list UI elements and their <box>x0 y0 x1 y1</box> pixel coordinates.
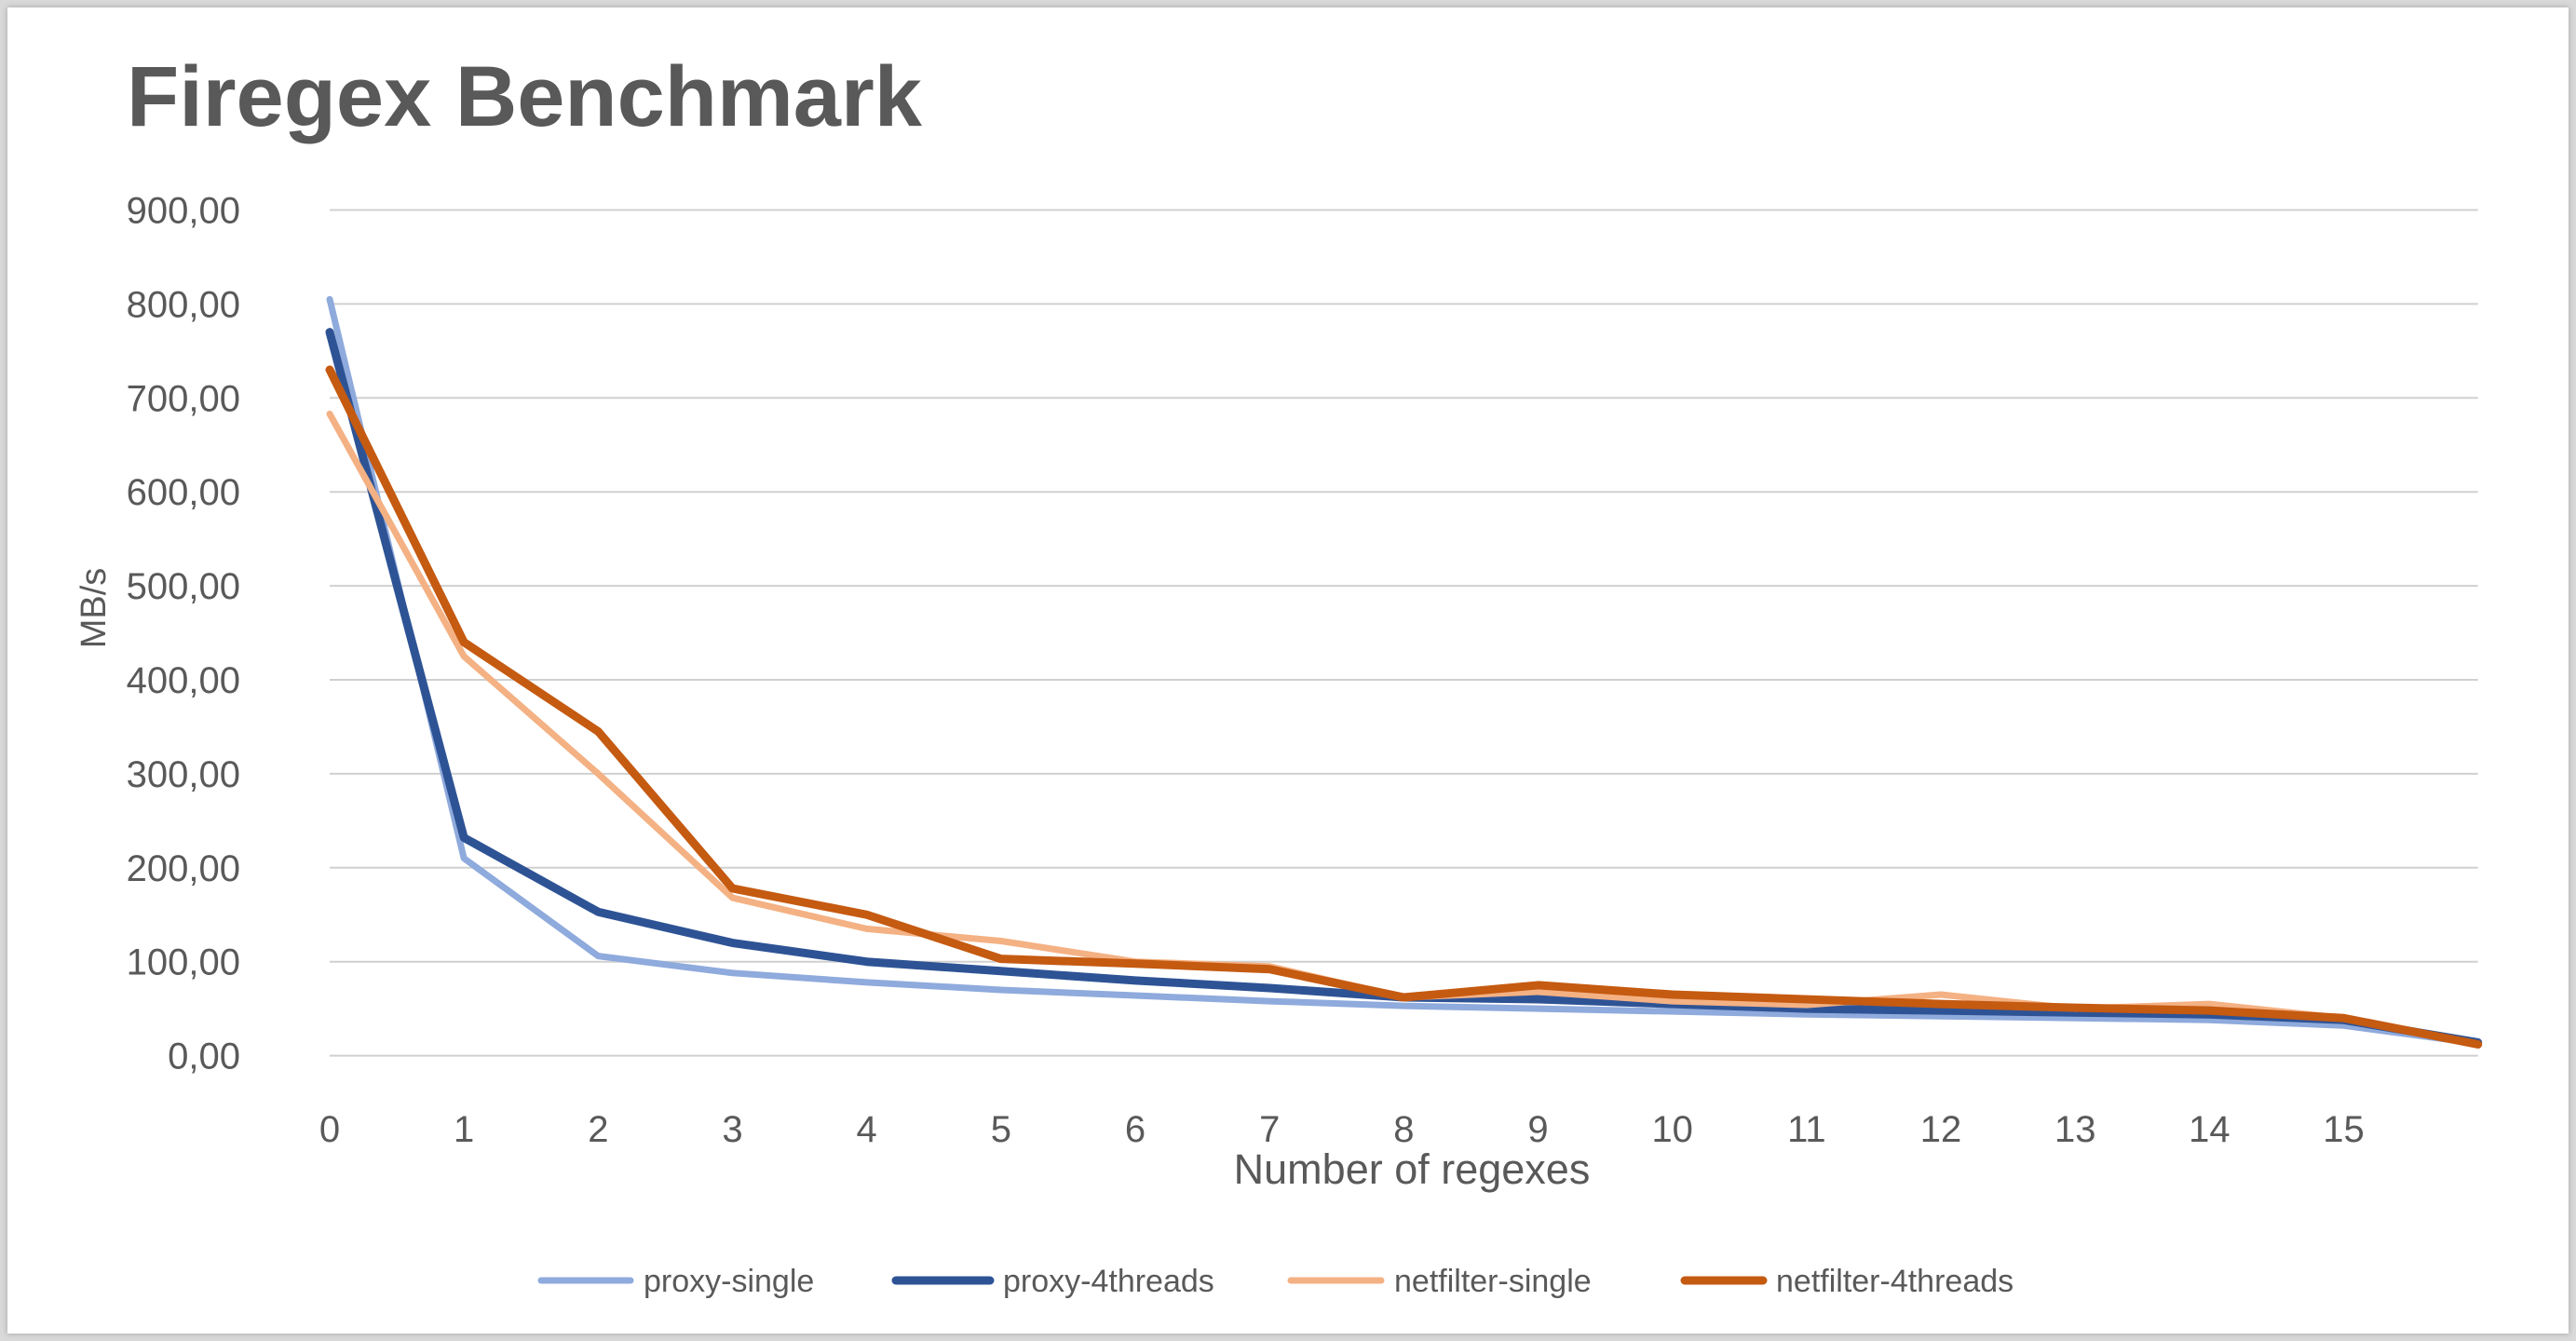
svg-text:300,00: 300,00 <box>127 754 240 795</box>
svg-text:2: 2 <box>588 1109 608 1150</box>
svg-text:5: 5 <box>991 1109 1011 1150</box>
svg-text:200,00: 200,00 <box>127 848 240 889</box>
svg-text:600,00: 600,00 <box>127 472 240 513</box>
svg-text:100,00: 100,00 <box>127 942 240 983</box>
svg-text:netfilter-4threads: netfilter-4threads <box>1776 1264 2013 1299</box>
svg-text:800,00: 800,00 <box>127 284 240 325</box>
svg-text:15: 15 <box>2323 1109 2365 1150</box>
svg-text:500,00: 500,00 <box>127 566 240 607</box>
svg-text:9: 9 <box>1527 1109 1548 1150</box>
svg-text:Number of regexes: Number of regexes <box>1234 1145 1591 1193</box>
svg-text:10: 10 <box>1651 1109 1693 1150</box>
svg-text:netfilter-single: netfilter-single <box>1394 1264 1592 1299</box>
svg-text:3: 3 <box>722 1109 742 1150</box>
svg-text:12: 12 <box>1920 1109 1962 1150</box>
svg-text:700,00: 700,00 <box>127 378 240 419</box>
svg-text:14: 14 <box>2189 1109 2230 1150</box>
svg-text:1: 1 <box>454 1109 474 1150</box>
svg-text:MB/s: MB/s <box>75 568 114 649</box>
svg-text:4: 4 <box>857 1109 877 1150</box>
svg-text:900,00: 900,00 <box>127 191 240 232</box>
svg-text:13: 13 <box>2054 1109 2096 1150</box>
svg-text:7: 7 <box>1259 1109 1280 1150</box>
svg-text:0,00: 0,00 <box>168 1036 240 1077</box>
svg-text:proxy-single: proxy-single <box>644 1264 814 1299</box>
svg-text:0: 0 <box>319 1109 340 1150</box>
svg-text:6: 6 <box>1125 1109 1146 1150</box>
svg-text:11: 11 <box>1787 1109 1826 1150</box>
svg-text:8: 8 <box>1393 1109 1414 1150</box>
svg-text:400,00: 400,00 <box>127 660 240 701</box>
svg-text:proxy-4threads: proxy-4threads <box>1003 1264 1214 1299</box>
